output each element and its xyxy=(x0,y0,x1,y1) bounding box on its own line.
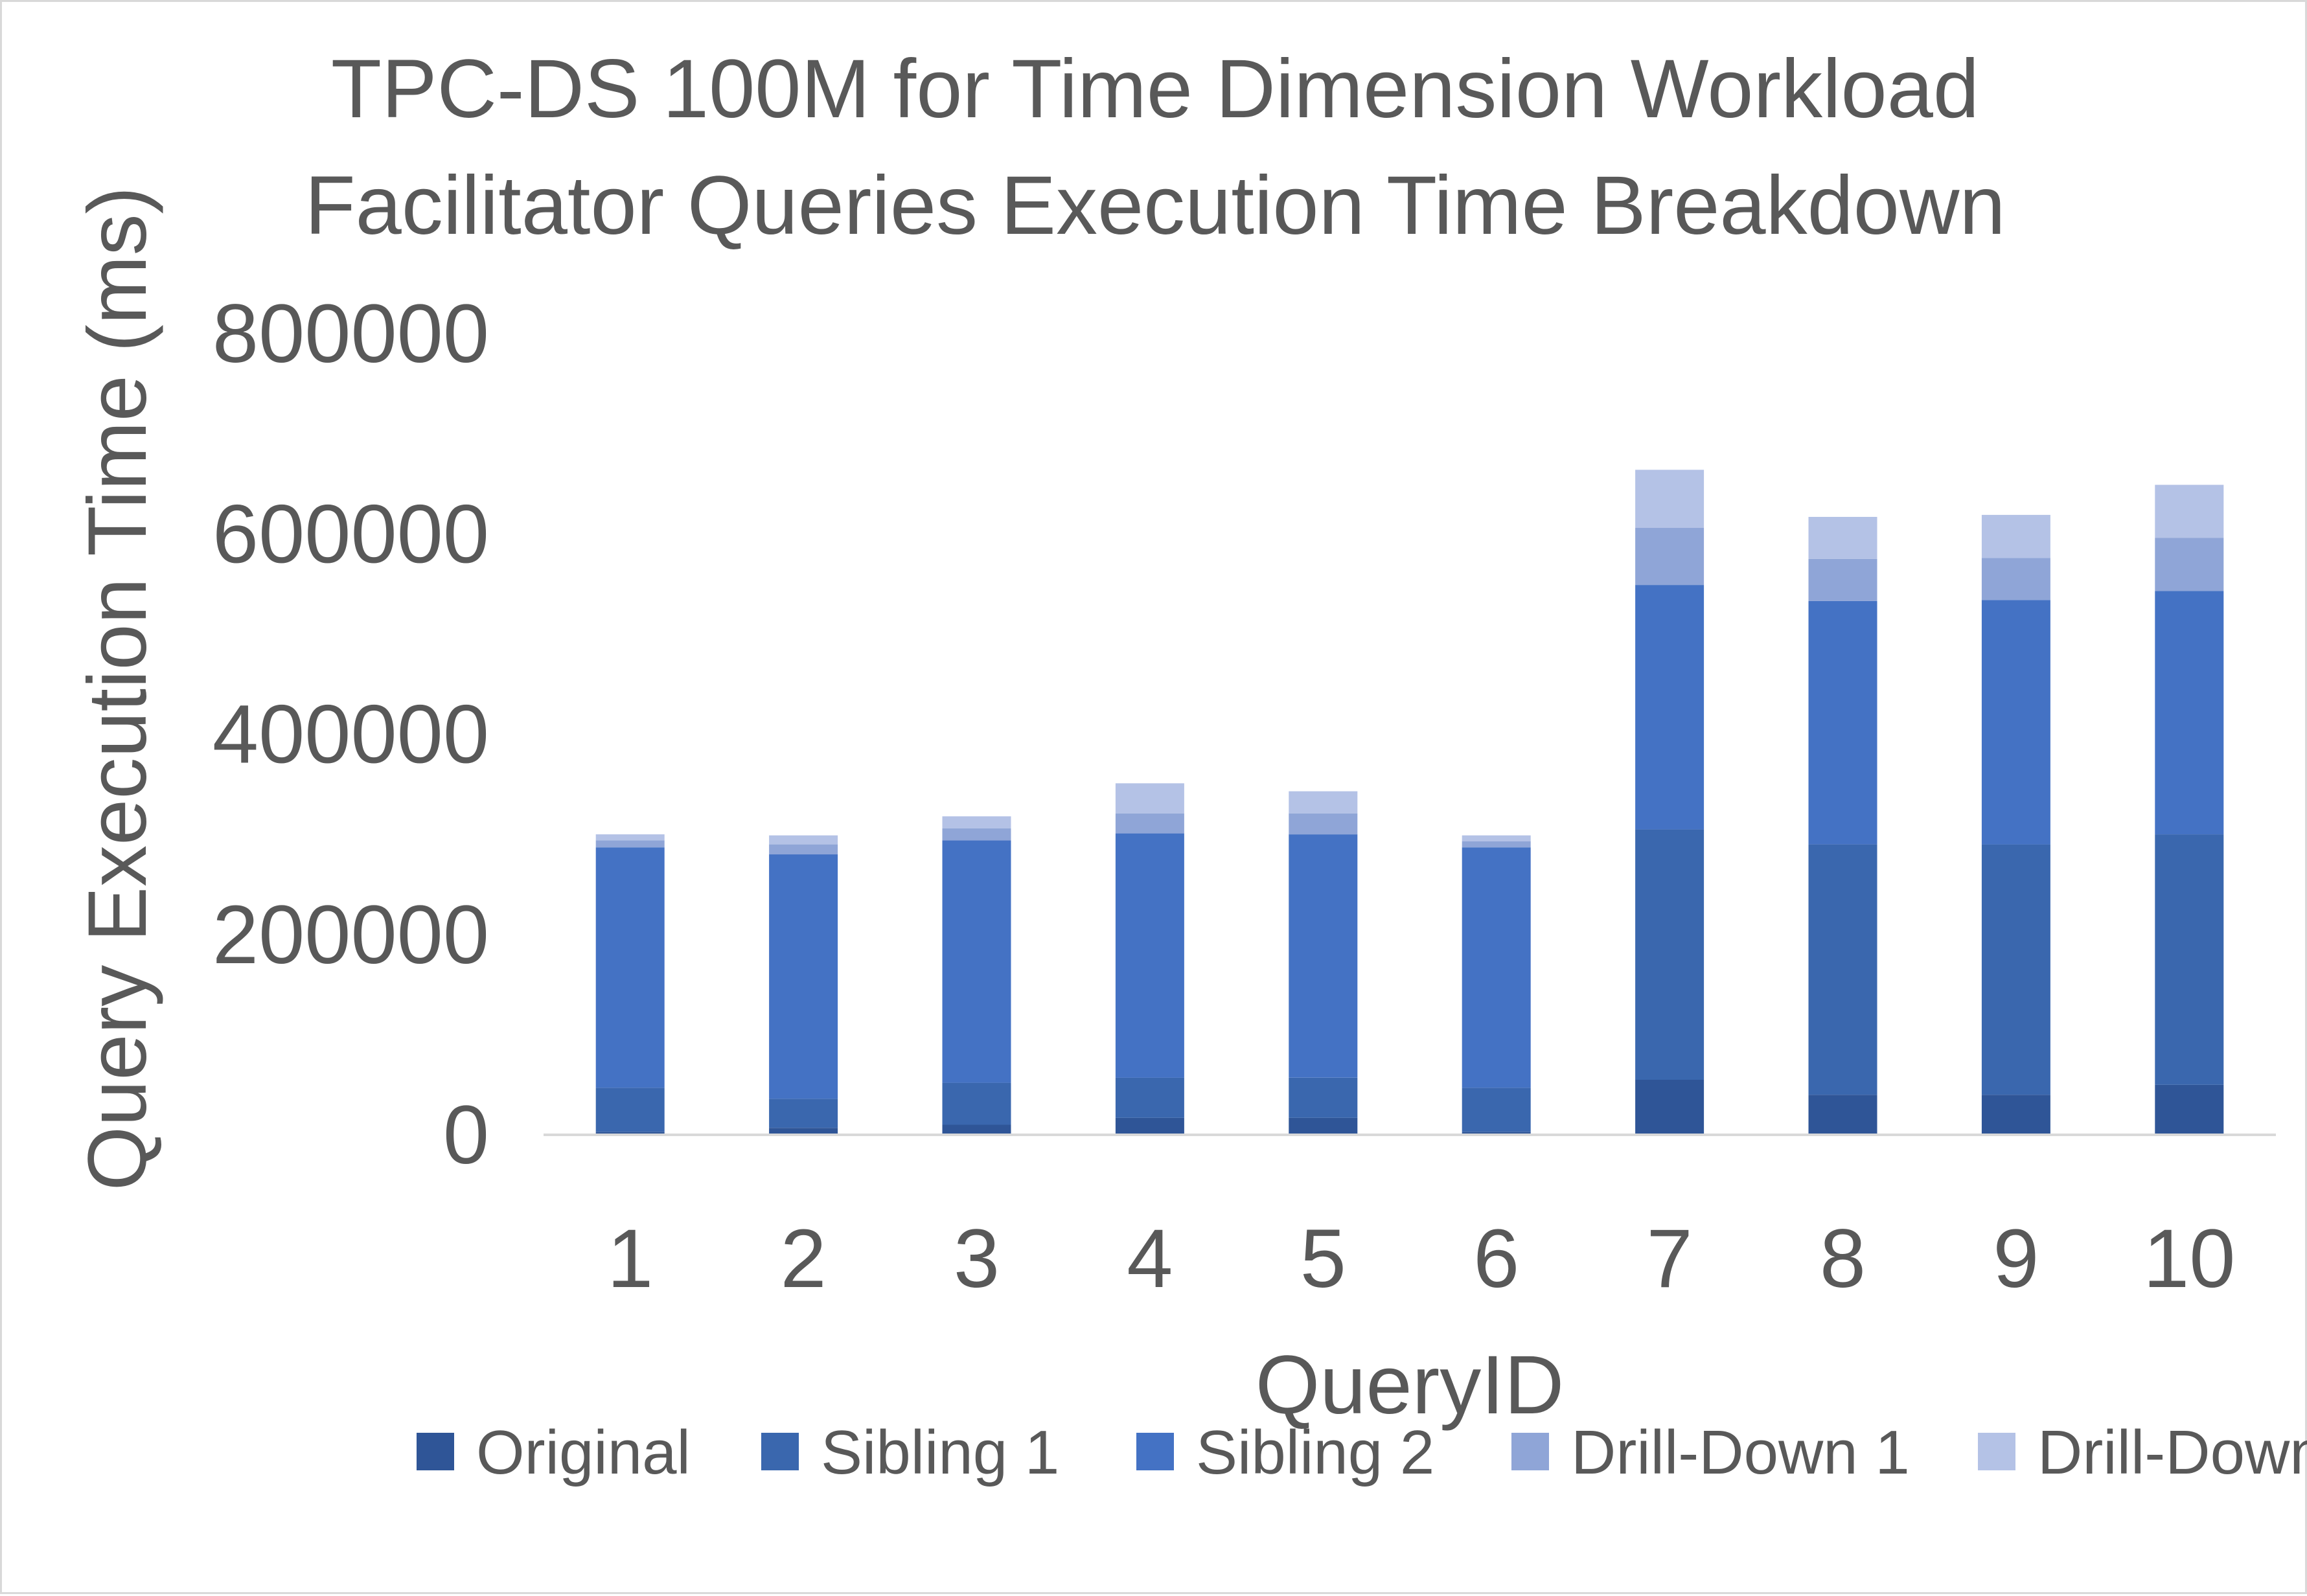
x-axis-ticks: 1 2 3 4 5 6 7 8 9 10 xyxy=(607,1213,2235,1305)
legend-item-5: Drill-Down 2 xyxy=(1978,1418,2307,1487)
bar-5-series-4 xyxy=(1289,813,1358,835)
bar-3-series-5 xyxy=(942,816,1011,828)
x-axis-title: QueryID xyxy=(1256,1339,1565,1431)
legend-swatch xyxy=(1978,1433,2015,1470)
x-tick-label: 9 xyxy=(1993,1213,2039,1305)
bar-6-series-2 xyxy=(1462,1088,1531,1132)
bar-8-series-2 xyxy=(1808,844,1877,1095)
y-tick-label: 400000 xyxy=(212,689,489,781)
legend-label: Drill-Down 2 xyxy=(2037,1418,2307,1487)
legend-label: Drill-Down 1 xyxy=(1571,1418,1910,1487)
bar-5-series-3 xyxy=(1289,834,1358,1078)
x-tick-label: 7 xyxy=(1647,1213,1693,1305)
y-axis-title: Query Execution Time (ms) xyxy=(71,187,164,1191)
bar-2-series-1 xyxy=(769,1128,838,1135)
bar-3-series-4 xyxy=(942,828,1011,841)
x-tick-label: 5 xyxy=(1300,1213,1346,1305)
chart-title-line-1: TPC-DS 100M for Time Dimension Workload xyxy=(331,43,1979,135)
bar-1-series-4 xyxy=(595,840,665,848)
y-tick-label: 800000 xyxy=(212,288,489,380)
bar-6-series-1 xyxy=(1462,1132,1531,1135)
chart-title-line-2: Facilitator Queries Execution Time Break… xyxy=(304,159,2005,252)
bar-2-series-4 xyxy=(769,844,838,855)
y-axis-ticks: 0 200000 400000 600000 800000 xyxy=(212,288,489,1181)
legend-swatch xyxy=(761,1433,799,1470)
legend-item-1: Original xyxy=(417,1418,691,1487)
bar-1-series-3 xyxy=(595,847,665,1088)
bar-1-series-1 xyxy=(595,1132,665,1135)
legend-label: Sibling 2 xyxy=(1196,1418,1434,1487)
bar-4-series-3 xyxy=(1115,833,1184,1078)
bar-9-series-1 xyxy=(1981,1095,2050,1135)
bar-9-series-5 xyxy=(1981,514,2050,558)
legend-label: Original xyxy=(476,1418,691,1487)
legend-item-2: Sibling 1 xyxy=(761,1418,1059,1487)
y-tick-label: 0 xyxy=(443,1089,489,1181)
y-tick-label: 600000 xyxy=(212,488,489,580)
bar-3-series-2 xyxy=(942,1082,1011,1125)
legend-swatch xyxy=(1511,1433,1549,1470)
legend-swatch xyxy=(417,1433,454,1470)
bar-10-series-5 xyxy=(2155,484,2224,538)
bar-8-series-5 xyxy=(1808,517,1877,559)
bar-7-series-1 xyxy=(1635,1080,1704,1135)
bar-8-series-4 xyxy=(1808,558,1877,601)
legend: Original Sibling 1 Sibling 2 Drill-Down 1 Dr… xyxy=(417,1418,2307,1487)
bar-6-series-4 xyxy=(1462,841,1531,848)
bar-2-series-3 xyxy=(769,854,838,1099)
bar-4-series-5 xyxy=(1115,783,1184,814)
bar-7-series-5 xyxy=(1635,470,1704,528)
bar-10-series-2 xyxy=(2155,834,2224,1085)
bar-9-series-3 xyxy=(1981,600,2050,845)
legend-item-3: Sibling 2 xyxy=(1136,1418,1434,1487)
legend-label: Sibling 1 xyxy=(821,1418,1059,1487)
x-tick-label: 3 xyxy=(954,1213,1000,1305)
bar-8-series-3 xyxy=(1808,600,1877,845)
x-tick-label: 4 xyxy=(1127,1213,1173,1305)
legend-swatch xyxy=(1136,1433,1174,1470)
chart-title: TPC-DS 100M for Time Dimension Workload … xyxy=(304,43,2005,252)
bar-10-series-3 xyxy=(2155,591,2224,835)
x-tick-label: 6 xyxy=(1473,1213,1519,1305)
bar-5-series-5 xyxy=(1289,791,1358,814)
bar-7-series-2 xyxy=(1635,829,1704,1080)
x-tick-label: 1 xyxy=(607,1213,653,1305)
bar-9-series-2 xyxy=(1981,844,2050,1095)
bar-8-series-1 xyxy=(1808,1095,1877,1135)
bar-1-series-2 xyxy=(595,1088,665,1132)
x-tick-label: 2 xyxy=(781,1213,827,1305)
y-tick-label: 200000 xyxy=(212,889,489,981)
bar-9-series-4 xyxy=(1981,558,2050,600)
x-tick-label: 10 xyxy=(2143,1213,2235,1305)
bar-10-series-1 xyxy=(2155,1084,2224,1135)
bar-6-series-5 xyxy=(1462,835,1531,841)
bars xyxy=(595,470,2224,1135)
bar-2-series-5 xyxy=(769,835,838,845)
bar-4-series-1 xyxy=(1115,1117,1184,1135)
bar-4-series-4 xyxy=(1115,813,1184,834)
bar-7-series-4 xyxy=(1635,528,1704,586)
x-tick-label: 8 xyxy=(1820,1213,1866,1305)
bar-2-series-2 xyxy=(769,1099,838,1128)
bar-4-series-2 xyxy=(1115,1077,1184,1118)
bar-5-series-2 xyxy=(1289,1077,1358,1118)
bar-10-series-4 xyxy=(2155,538,2224,591)
bar-5-series-1 xyxy=(1289,1117,1358,1135)
legend-item-4: Drill-Down 1 xyxy=(1511,1418,1910,1487)
bar-3-series-3 xyxy=(942,840,1011,1083)
bar-3-series-1 xyxy=(942,1124,1011,1135)
bar-6-series-3 xyxy=(1462,847,1531,1088)
bar-7-series-3 xyxy=(1635,585,1704,830)
bar-1-series-5 xyxy=(595,834,665,841)
